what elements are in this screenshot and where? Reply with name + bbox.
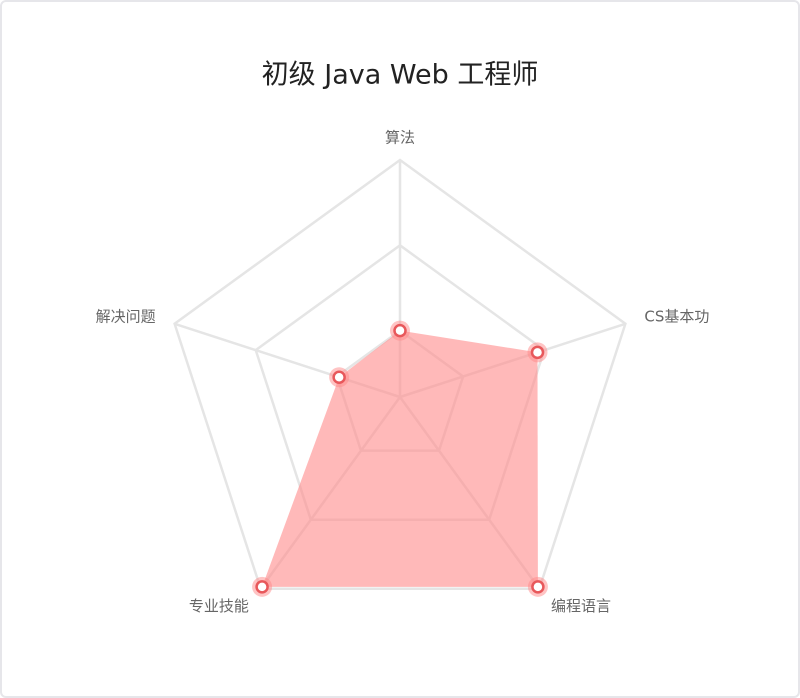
axis-label: 解决问题 xyxy=(96,307,156,325)
point xyxy=(332,370,346,384)
point xyxy=(393,323,407,338)
point xyxy=(255,580,269,594)
chart-title: 初级 Java Web 工程师 xyxy=(262,60,539,91)
axis-label: CS基本功 xyxy=(644,307,709,325)
point xyxy=(530,345,545,360)
grid-ring xyxy=(173,158,627,590)
axis-label: 算法 xyxy=(385,129,415,147)
axis-label: 编程语言 xyxy=(551,597,611,615)
axis-label: 专业技能 xyxy=(189,597,249,615)
point xyxy=(531,580,545,594)
radar-area xyxy=(262,330,538,587)
